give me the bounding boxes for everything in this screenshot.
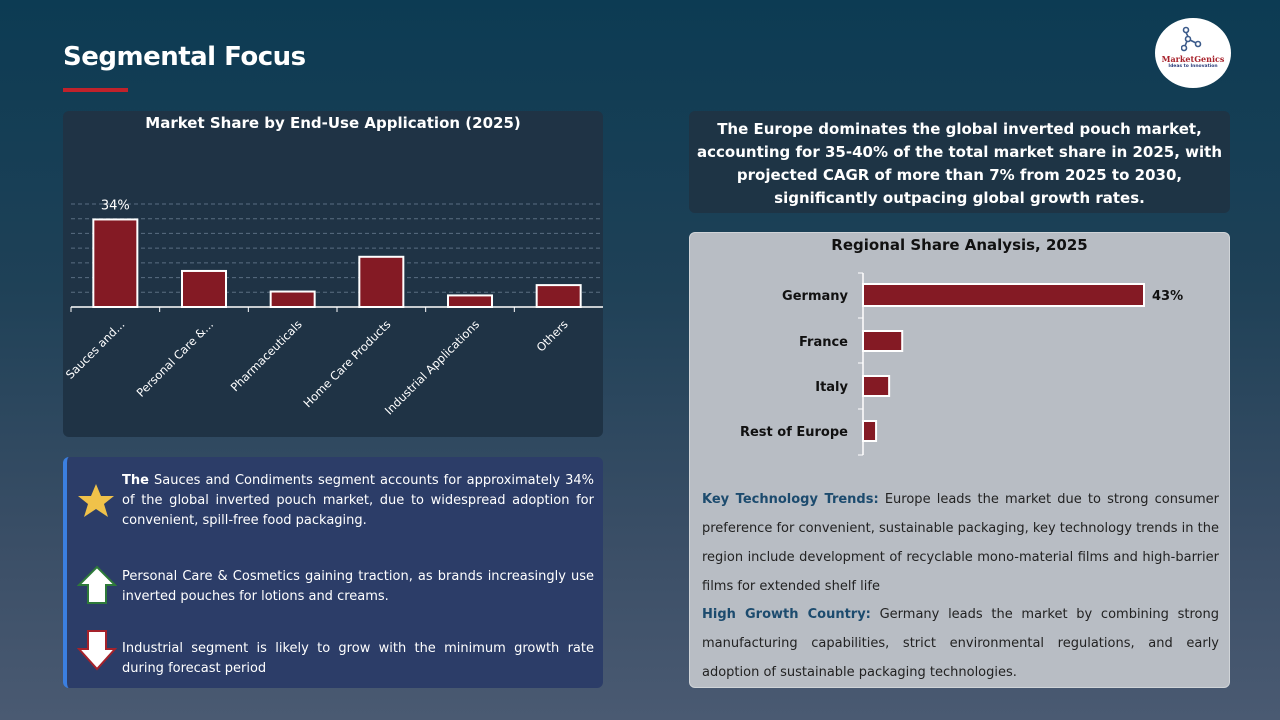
y-tick-label: Rest of Europe <box>740 425 848 440</box>
note-lead: The <box>122 473 149 488</box>
end-use-chart-panel: Market Share by End-Use Application (202… <box>63 111 603 437</box>
note-industrial: Industrial segment is likely to grow wit… <box>122 641 594 676</box>
title-underline <box>63 88 128 92</box>
bar-2 <box>862 375 891 397</box>
logo-name: MarketGenics <box>1161 54 1225 64</box>
note-sauces: The Sauces and Condiments segment accoun… <box>122 471 594 531</box>
bar-1 <box>181 269 227 308</box>
y-tick-label: France <box>799 335 848 350</box>
regional-panel: Regional Share Analysis, 2025 Germany 43%… <box>689 232 1230 688</box>
end-use-bar-chart: 34% Sauces and... Personal Care &... Pharma… <box>63 198 603 418</box>
bar-0 <box>92 218 139 308</box>
arrow-up-icon <box>77 565 117 604</box>
network-logo-icon <box>1181 26 1202 52</box>
x-tick-label: Home Care Products <box>300 317 393 410</box>
x-tick-label: Sauces and... <box>63 317 127 382</box>
growth-label: High Growth Country: <box>702 607 871 622</box>
x-tick-label: Personal Care &... <box>134 317 217 400</box>
arrow-down-icon <box>77 630 117 671</box>
x-tick-label: Industrial Applications <box>382 317 482 417</box>
logo: MarketGenics Ideas to Innovation <box>1155 18 1231 88</box>
regional-bar-chart: Germany 43% France Italy Rest of Europe <box>740 272 1183 456</box>
chart-title: Market Share by End-Use Application (202… <box>145 114 521 132</box>
x-tick-label: Pharmaceuticals <box>228 317 305 394</box>
data-label: 34% <box>101 198 130 213</box>
bar-5 <box>535 284 582 309</box>
bar-3 <box>358 255 405 309</box>
bar-0 <box>862 283 1145 307</box>
chart-title: Regional Share Analysis, 2025 <box>831 236 1088 254</box>
trends-text: Europe leads the market due to strong co… <box>702 492 1220 594</box>
bar-3 <box>862 420 878 442</box>
bar-1 <box>862 330 904 352</box>
trends-label: Key Technology Trends: <box>702 492 879 507</box>
bar-4 <box>447 294 493 309</box>
star-icon <box>78 484 114 517</box>
bar-2 <box>269 290 316 309</box>
data-label: 43% <box>1152 289 1183 304</box>
note-text: Sauces and Condiments segment accounts f… <box>122 473 594 528</box>
y-tick-label: Italy <box>815 380 848 395</box>
growth-text: Germany leads the market by combining st… <box>702 607 1219 680</box>
key-technology-trends: Key Technology Trends: Europe leads the … <box>702 485 1219 601</box>
logo-tagline: Ideas to Innovation <box>1168 64 1218 69</box>
x-tick-label: Others <box>534 317 571 354</box>
high-growth-country: High Growth Country: Germany leads the m… <box>702 600 1219 687</box>
note-personal-care: Personal Care & Cosmetics gaining tracti… <box>122 569 594 604</box>
y-tick-label: Germany <box>782 289 848 304</box>
page-title: Segmental Focus <box>63 42 306 72</box>
summary-box: The Europe dominates the global inverted… <box>689 111 1230 213</box>
insights-panel: The Sauces and Condiments segment accoun… <box>63 457 603 688</box>
